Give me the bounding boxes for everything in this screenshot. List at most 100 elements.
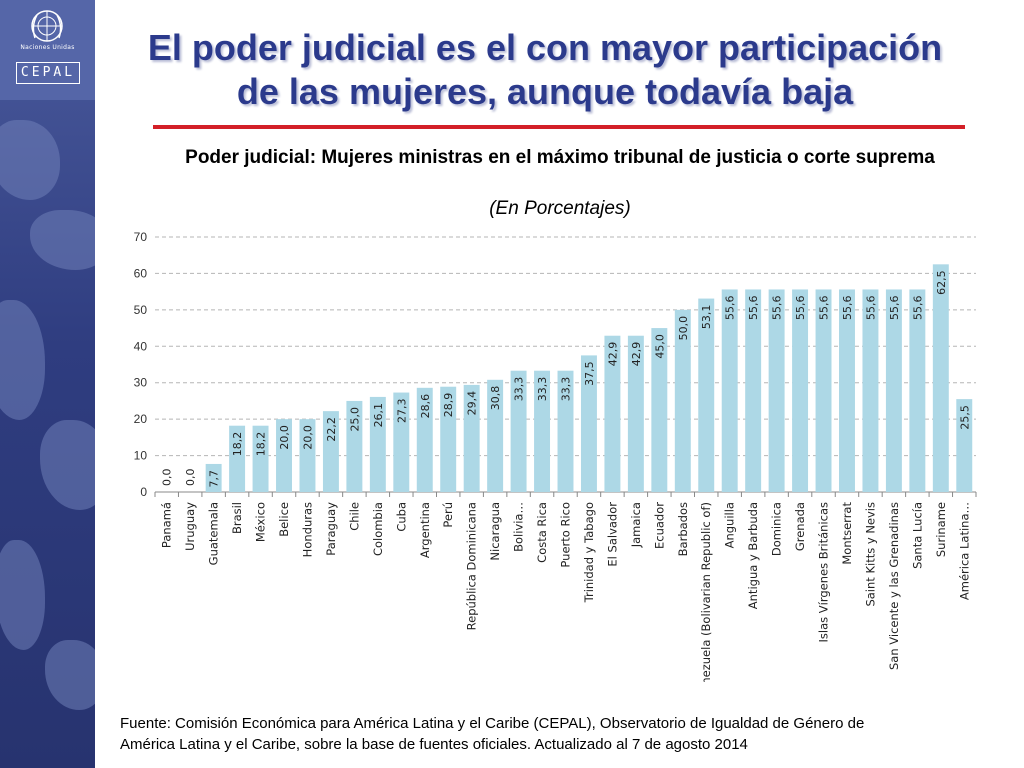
category-label: Islas Vírgenes Británicas — [817, 502, 831, 642]
category-label: San Vicente y las Grenadinas — [887, 502, 901, 670]
value-label: 42,9 — [606, 342, 619, 367]
value-label: 18,2 — [255, 432, 268, 457]
bar — [487, 379, 504, 492]
value-label: 26,1 — [372, 403, 385, 428]
value-label: 0,0 — [161, 469, 174, 487]
category-label: Antigua y Barbuda — [746, 502, 760, 609]
category-label: República Dominicana — [465, 502, 479, 630]
value-label: 30,8 — [489, 386, 502, 411]
source-line1: Fuente: Comisión Económica para América … — [120, 715, 865, 732]
bar — [604, 335, 621, 492]
cepal-logo: CEPAL — [16, 62, 80, 84]
category-label: Perú — [441, 502, 455, 528]
map-landmass — [0, 120, 60, 200]
bar — [815, 289, 832, 492]
bar — [205, 463, 222, 492]
category-label: Guatemala — [207, 502, 221, 565]
source-note: Fuente: Comisión Económica para América … — [120, 713, 1000, 755]
category-label: Ecuador — [652, 502, 666, 549]
bar — [839, 289, 855, 492]
bar — [932, 264, 949, 492]
value-label: 55,6 — [911, 295, 924, 320]
bar — [792, 289, 809, 492]
category-label: Brasil — [230, 502, 244, 534]
bar — [416, 387, 433, 492]
bar-chart: 0 10 20 30 40 50 60 70 0,0 Panamá 0,0 Uruguay 7,7 Gua… — [134, 230, 977, 682]
value-label: 55,6 — [818, 295, 831, 320]
category-label: Honduras — [300, 502, 314, 557]
category-label: Suriname — [934, 502, 948, 557]
bar — [229, 425, 246, 492]
value-label: 33,3 — [513, 377, 526, 402]
chart-title: Poder judicial: Mujeres ministras en el … — [185, 147, 935, 168]
category-label: Santa Lucía — [910, 502, 924, 569]
y-tick-label: 50 — [134, 303, 148, 317]
category-label: Bolivia… — [512, 502, 526, 552]
category-label: Chile — [347, 502, 361, 531]
category-label: Jamaica — [629, 502, 643, 548]
category-label: Paraguay — [324, 502, 338, 556]
value-label: 55,6 — [888, 295, 901, 320]
value-label: 18,2 — [231, 432, 244, 457]
value-label: 20,0 — [301, 425, 314, 450]
bar — [322, 411, 339, 492]
category-label: Cuba — [394, 502, 408, 532]
y-tick-label: 20 — [134, 412, 148, 426]
category-label: El Salvador — [605, 502, 619, 567]
map-landmass — [0, 540, 45, 650]
category-label: Venezuela (Bolivarian Republic of) — [699, 502, 713, 682]
bar — [276, 419, 292, 492]
category-label: México — [254, 502, 268, 542]
page-title-line1: El poder judicial es el con mayor partic… — [147, 27, 943, 68]
category-label: Uruguay — [183, 502, 197, 551]
value-label: 42,9 — [630, 342, 643, 367]
page-title: El poder judicial es el con mayor partic… — [100, 26, 990, 114]
bar — [745, 289, 762, 492]
category-label: Nicaragua — [488, 502, 502, 561]
category-label: Trinidad y Tabago — [582, 502, 596, 603]
value-label: 62,5 — [935, 270, 948, 294]
category-label: Puerto Rico — [559, 502, 573, 568]
value-label: 25,0 — [348, 407, 361, 432]
bar — [463, 384, 480, 492]
bar — [369, 396, 386, 492]
y-tick-label: 10 — [134, 449, 148, 463]
bar — [534, 370, 551, 492]
bar — [393, 392, 410, 492]
bar — [346, 400, 363, 492]
bar — [698, 298, 715, 492]
value-label: 0,0 — [184, 469, 197, 487]
category-label: Costa Rica — [535, 502, 549, 563]
bar — [299, 419, 316, 492]
un-label: Naciones Unidas — [20, 44, 75, 51]
category-label: Panamá — [160, 502, 174, 548]
value-label: 55,6 — [747, 295, 760, 320]
value-label: 55,6 — [771, 295, 784, 320]
sidebar-world-map: Naciones Unidas CEPAL — [0, 0, 95, 768]
un-emblem-icon — [31, 10, 63, 42]
value-label: 33,3 — [560, 377, 573, 402]
category-label: América Latina… — [957, 502, 971, 600]
value-label: 37,5 — [583, 361, 596, 386]
category-label: Belice — [277, 502, 291, 537]
bar — [862, 289, 879, 492]
source-line2: América Latina y el Caribe, sobre la bas… — [120, 736, 748, 753]
category-label: Barbados — [676, 502, 690, 556]
category-label: Montserrat — [840, 502, 854, 565]
value-label: 27,3 — [395, 399, 408, 424]
category-label: Grenada — [793, 502, 807, 551]
value-label: 20,0 — [278, 425, 291, 450]
value-label: 22,2 — [325, 417, 338, 442]
value-label: 55,6 — [841, 295, 854, 320]
value-label: 45,0 — [653, 334, 666, 359]
y-tick-label: 60 — [134, 266, 148, 280]
bar — [885, 289, 902, 492]
bar — [252, 425, 269, 492]
bar — [956, 399, 973, 492]
chart-subtitle: (En Porcentajes) — [489, 198, 631, 219]
value-label: 25,5 — [958, 405, 971, 430]
value-label: 7,7 — [208, 470, 221, 488]
bar — [768, 289, 785, 492]
y-tick-label: 70 — [134, 230, 148, 244]
map-landmass — [30, 210, 95, 270]
